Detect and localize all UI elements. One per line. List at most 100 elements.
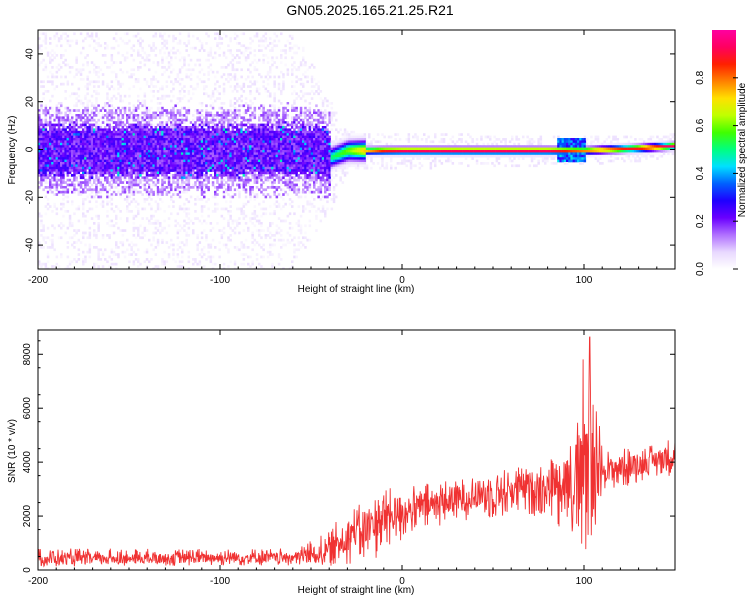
heatmap-cell — [132, 154, 136, 158]
heatmap-cell — [231, 75, 235, 79]
heatmap-cell — [251, 154, 254, 158]
heatmap-cell — [128, 164, 131, 168]
heatmap-cell — [167, 66, 171, 69]
heatmap-cell — [121, 145, 125, 148]
heatmap-cell — [165, 152, 169, 156]
heatmap-cell — [240, 150, 243, 153]
heatmap-cell — [68, 260, 72, 264]
heatmap-cell — [82, 171, 85, 175]
heatmap-cell — [119, 178, 122, 182]
heatmap-cell — [227, 265, 230, 268]
heatmap-cell — [258, 162, 261, 165]
heatmap-cell — [64, 267, 67, 269]
heatmap-cell — [200, 171, 204, 175]
heatmap-cell — [187, 128, 191, 132]
heatmap-cell — [271, 186, 274, 189]
heatmap-cell — [53, 56, 56, 60]
heatmap-cell — [46, 207, 50, 211]
heatmap-cell — [216, 135, 219, 139]
heatmap-cell — [181, 87, 184, 91]
heatmap-cell — [275, 152, 279, 156]
heatmap-cell — [172, 157, 175, 160]
heatmap-cell — [84, 140, 87, 144]
heatmap-cell — [251, 212, 254, 216]
heatmap-cell — [97, 42, 100, 45]
heatmap-cell — [97, 106, 100, 110]
heatmap-cell — [53, 111, 56, 115]
heatmap-cell — [137, 226, 140, 230]
heatmap-cell — [49, 178, 52, 182]
heatmap-cell — [141, 231, 144, 235]
heatmap-cell — [97, 248, 100, 252]
heatmap-cell — [64, 195, 67, 199]
heatmap-cell — [231, 133, 235, 136]
heatmap-cell — [90, 102, 94, 105]
heatmap-cell — [165, 157, 169, 160]
heatmap-cell — [156, 267, 160, 269]
heatmap-cell — [82, 46, 85, 50]
heatmap-cell — [154, 183, 158, 187]
heatmap-cell — [222, 157, 226, 160]
heatmap-cell — [249, 106, 252, 110]
heatmap-cell — [106, 210, 109, 213]
heatmap-cell — [126, 135, 129, 139]
heatmap-cell — [77, 140, 81, 144]
heatmap-cell — [115, 130, 118, 134]
heatmap-cell — [145, 169, 149, 172]
heatmap-cell — [251, 159, 254, 163]
heatmap-cell — [269, 116, 272, 120]
heatmap-cell — [143, 198, 147, 201]
heatmap-cell — [145, 116, 149, 120]
heatmap-cell — [181, 130, 184, 134]
heatmap-cell — [163, 70, 166, 74]
heatmap-cell — [40, 145, 43, 148]
heatmap-cell — [258, 164, 261, 168]
heatmap-cell — [236, 138, 239, 141]
heatmap-cell — [253, 162, 257, 165]
heatmap-cell — [101, 162, 105, 165]
heatmap-cell — [167, 116, 171, 120]
heatmap-cell — [95, 135, 98, 139]
heatmap-cell — [82, 109, 85, 112]
heatmap-cell — [196, 133, 199, 136]
heatmap-cell — [172, 243, 175, 247]
heatmap-cell — [101, 188, 105, 192]
heatmap-cell — [238, 193, 241, 196]
heatmap-cell — [42, 92, 45, 96]
heatmap-cell — [185, 75, 188, 79]
heatmap-cell — [60, 37, 63, 40]
heatmap-cell — [183, 135, 186, 139]
heatmap-cell — [229, 49, 232, 52]
heatmap-cell — [194, 176, 197, 180]
heatmap-cell — [86, 181, 89, 184]
heatmap-cell — [271, 169, 274, 172]
heatmap-cell — [128, 195, 131, 199]
heatmap-cell — [209, 118, 213, 122]
heatmap-cell — [192, 140, 195, 144]
heatmap-cell — [44, 114, 48, 117]
heatmap-cell — [150, 174, 153, 177]
heatmap-cell — [229, 140, 232, 144]
heatmap-cell — [178, 121, 182, 124]
heatmap-cell — [273, 114, 276, 117]
heatmap-cell — [200, 123, 204, 127]
heatmap-cell — [128, 118, 131, 122]
heatmap-cell — [73, 121, 76, 124]
heatmap-cell — [159, 51, 162, 55]
heatmap-cell — [220, 164, 224, 168]
heatmap-cell — [128, 186, 131, 189]
heatmap-cell — [233, 121, 237, 124]
heatmap-cell — [110, 109, 114, 112]
heatmap-cell — [51, 126, 54, 129]
heatmap-cell — [262, 145, 265, 148]
heatmap-cell — [62, 133, 65, 136]
heatmap-cell — [227, 133, 230, 136]
heatmap-cell — [117, 188, 120, 192]
heatmap-cell — [119, 68, 122, 72]
heatmap-cell — [198, 130, 202, 134]
heatmap-cell — [185, 171, 188, 175]
heatmap-cell — [112, 46, 116, 50]
heatmap-cell — [211, 121, 215, 124]
heatmap-cell — [40, 181, 43, 184]
heatmap-cell — [231, 140, 235, 144]
